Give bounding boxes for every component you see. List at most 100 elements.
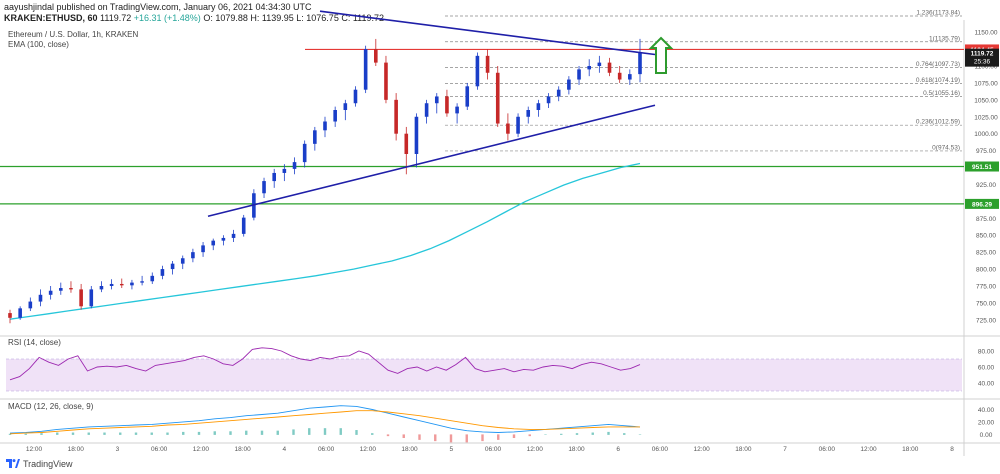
candle <box>384 55 388 104</box>
candle <box>69 281 73 293</box>
macd-histogram-bar <box>512 434 516 439</box>
macd-histogram-bar <box>607 431 610 435</box>
x-tick-label: 06:00 <box>819 446 836 453</box>
macd-histogram-bar <box>575 433 579 435</box>
candle <box>567 76 571 95</box>
y-tick-label: 875.00 <box>976 216 996 223</box>
low-value: L: 1076.75 <box>296 13 339 23</box>
macd-histogram-bar <box>434 434 437 442</box>
candle <box>59 282 63 295</box>
macd-histogram-bar <box>323 428 327 435</box>
candle <box>617 66 622 83</box>
macd-tick-label: 40.00 <box>978 407 995 414</box>
macd-histogram-bar <box>260 430 264 435</box>
macd-histogram-bar <box>197 431 201 435</box>
candle <box>302 140 307 168</box>
x-tick-label: 18:00 <box>234 446 251 453</box>
macd-histogram-bar <box>40 433 43 435</box>
tradingview-footer: TradingView <box>6 459 73 469</box>
candle <box>526 106 531 124</box>
macd-histogram-bar <box>276 430 279 435</box>
rsi-tick-label: 40.00 <box>978 381 995 388</box>
x-tick-label: 12:00 <box>193 446 210 453</box>
candle <box>38 289 43 307</box>
candle <box>160 265 165 280</box>
level-badge-label: 951.51 <box>972 164 992 171</box>
open-value: O: 1079.88 <box>203 13 248 23</box>
fib-level-label: 1(1135.79) <box>929 35 960 42</box>
macd-histogram-bar <box>229 431 232 435</box>
candle <box>8 309 12 324</box>
macd-histogram-bar <box>134 432 138 435</box>
candle <box>587 59 591 77</box>
level-badge: 951.51 <box>965 161 999 172</box>
macd-histogram-bar <box>638 434 642 435</box>
rsi-line <box>9 347 641 381</box>
candle <box>201 242 205 257</box>
candle <box>18 306 22 320</box>
candle <box>465 82 470 110</box>
x-tick-label: 12:00 <box>360 446 377 453</box>
close-value: C: 1119.72 <box>341 13 385 23</box>
candle <box>323 116 327 138</box>
candle <box>445 89 449 117</box>
candle <box>211 238 216 251</box>
x-tick-label: 18:00 <box>568 446 585 453</box>
macd-legend: MACD (12, 26, close, 9) <box>8 402 94 411</box>
candle <box>434 93 439 114</box>
level-badge: 896.29 <box>965 198 999 209</box>
x-tick-label: 12:00 <box>693 446 710 453</box>
candle <box>506 113 510 141</box>
candle <box>170 260 175 275</box>
macd-histogram-bar <box>418 434 421 440</box>
y-tick-label: 725.00 <box>976 317 996 324</box>
x-tick-label: 06:00 <box>318 446 335 453</box>
fib-level-label: 0.764(1097.73) <box>916 61 960 68</box>
macd-histogram-bar <box>150 432 153 435</box>
macd-histogram-bar <box>591 432 594 435</box>
y-tick-label: 1025.00 <box>974 114 998 121</box>
macd-histogram-bar <box>339 428 342 435</box>
x-tick-label: 18:00 <box>902 446 919 453</box>
candle <box>48 286 53 300</box>
candle <box>262 177 266 198</box>
current-price-label: 1119.72 <box>971 51 994 58</box>
macd-histogram-bar <box>481 434 484 442</box>
candle <box>89 286 94 309</box>
rsi-tick-label: 80.00 <box>978 349 995 356</box>
macd-histogram-bar <box>497 434 500 440</box>
level-badge-label: 896.29 <box>972 201 992 208</box>
macd-tick-label: 0.00 <box>980 432 993 439</box>
candle <box>343 99 348 121</box>
macd-histogram-bar <box>544 434 547 435</box>
x-tick-label: 06:00 <box>652 446 669 453</box>
candle <box>597 55 602 73</box>
tradingview-logo-icon <box>6 459 20 468</box>
candle <box>374 38 378 66</box>
candle <box>221 235 226 246</box>
y-tick-label: 1100.00 <box>974 64 997 71</box>
x-tick-label: 06:00 <box>485 446 502 453</box>
macd-histogram-bar <box>87 432 90 435</box>
candle <box>28 297 33 312</box>
macd-histogram-bar <box>308 428 311 435</box>
candle <box>119 278 124 289</box>
candle <box>180 255 185 270</box>
candle <box>140 275 144 286</box>
x-tick-label: 12:00 <box>860 446 877 453</box>
candle <box>333 106 337 127</box>
candle <box>282 164 287 182</box>
candle <box>292 157 297 175</box>
candle <box>353 86 358 107</box>
candle <box>577 66 581 85</box>
candle <box>607 57 612 77</box>
symbol-ohlc-info: KRAKEN:ETHUSD, 60 1119.72 +16.31 (+1.48%… <box>4 13 384 23</box>
macd-histogram-bar <box>355 430 358 435</box>
macd-histogram-bar <box>386 434 390 437</box>
candle <box>536 99 541 117</box>
candle <box>495 66 500 127</box>
macd-histogram-bar <box>103 432 106 435</box>
high-value: H: 1139.95 <box>250 13 294 23</box>
x-tick-label: 7 <box>783 446 787 453</box>
